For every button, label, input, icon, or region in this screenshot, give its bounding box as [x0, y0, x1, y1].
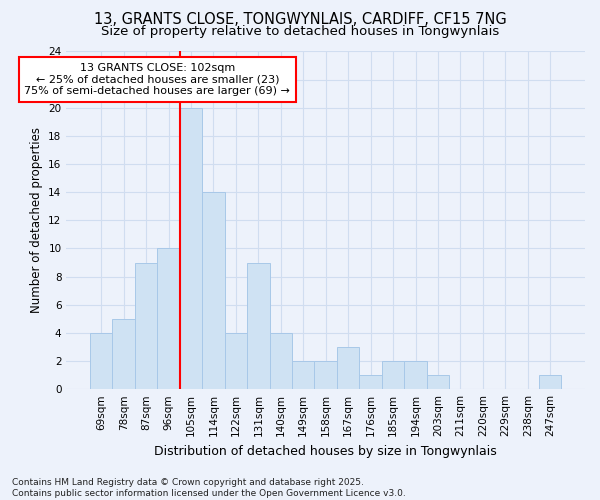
Bar	[247, 262, 269, 389]
Bar	[202, 192, 224, 389]
Bar	[539, 375, 562, 389]
Bar	[337, 347, 359, 389]
Y-axis label: Number of detached properties: Number of detached properties	[30, 128, 43, 314]
X-axis label: Distribution of detached houses by size in Tongwynlais: Distribution of detached houses by size …	[154, 444, 497, 458]
Bar	[90, 333, 112, 389]
Text: 13 GRANTS CLOSE: 102sqm
← 25% of detached houses are smaller (23)
75% of semi-de: 13 GRANTS CLOSE: 102sqm ← 25% of detache…	[25, 63, 290, 96]
Bar	[269, 333, 292, 389]
Bar	[314, 361, 337, 389]
Bar	[180, 108, 202, 389]
Bar	[224, 333, 247, 389]
Text: Contains HM Land Registry data © Crown copyright and database right 2025.
Contai: Contains HM Land Registry data © Crown c…	[12, 478, 406, 498]
Bar	[359, 375, 382, 389]
Bar	[112, 319, 135, 389]
Text: Size of property relative to detached houses in Tongwynlais: Size of property relative to detached ho…	[101, 25, 499, 38]
Bar	[427, 375, 449, 389]
Bar	[382, 361, 404, 389]
Text: 13, GRANTS CLOSE, TONGWYNLAIS, CARDIFF, CF15 7NG: 13, GRANTS CLOSE, TONGWYNLAIS, CARDIFF, …	[94, 12, 506, 28]
Bar	[292, 361, 314, 389]
Bar	[135, 262, 157, 389]
Bar	[404, 361, 427, 389]
Bar	[157, 248, 180, 389]
